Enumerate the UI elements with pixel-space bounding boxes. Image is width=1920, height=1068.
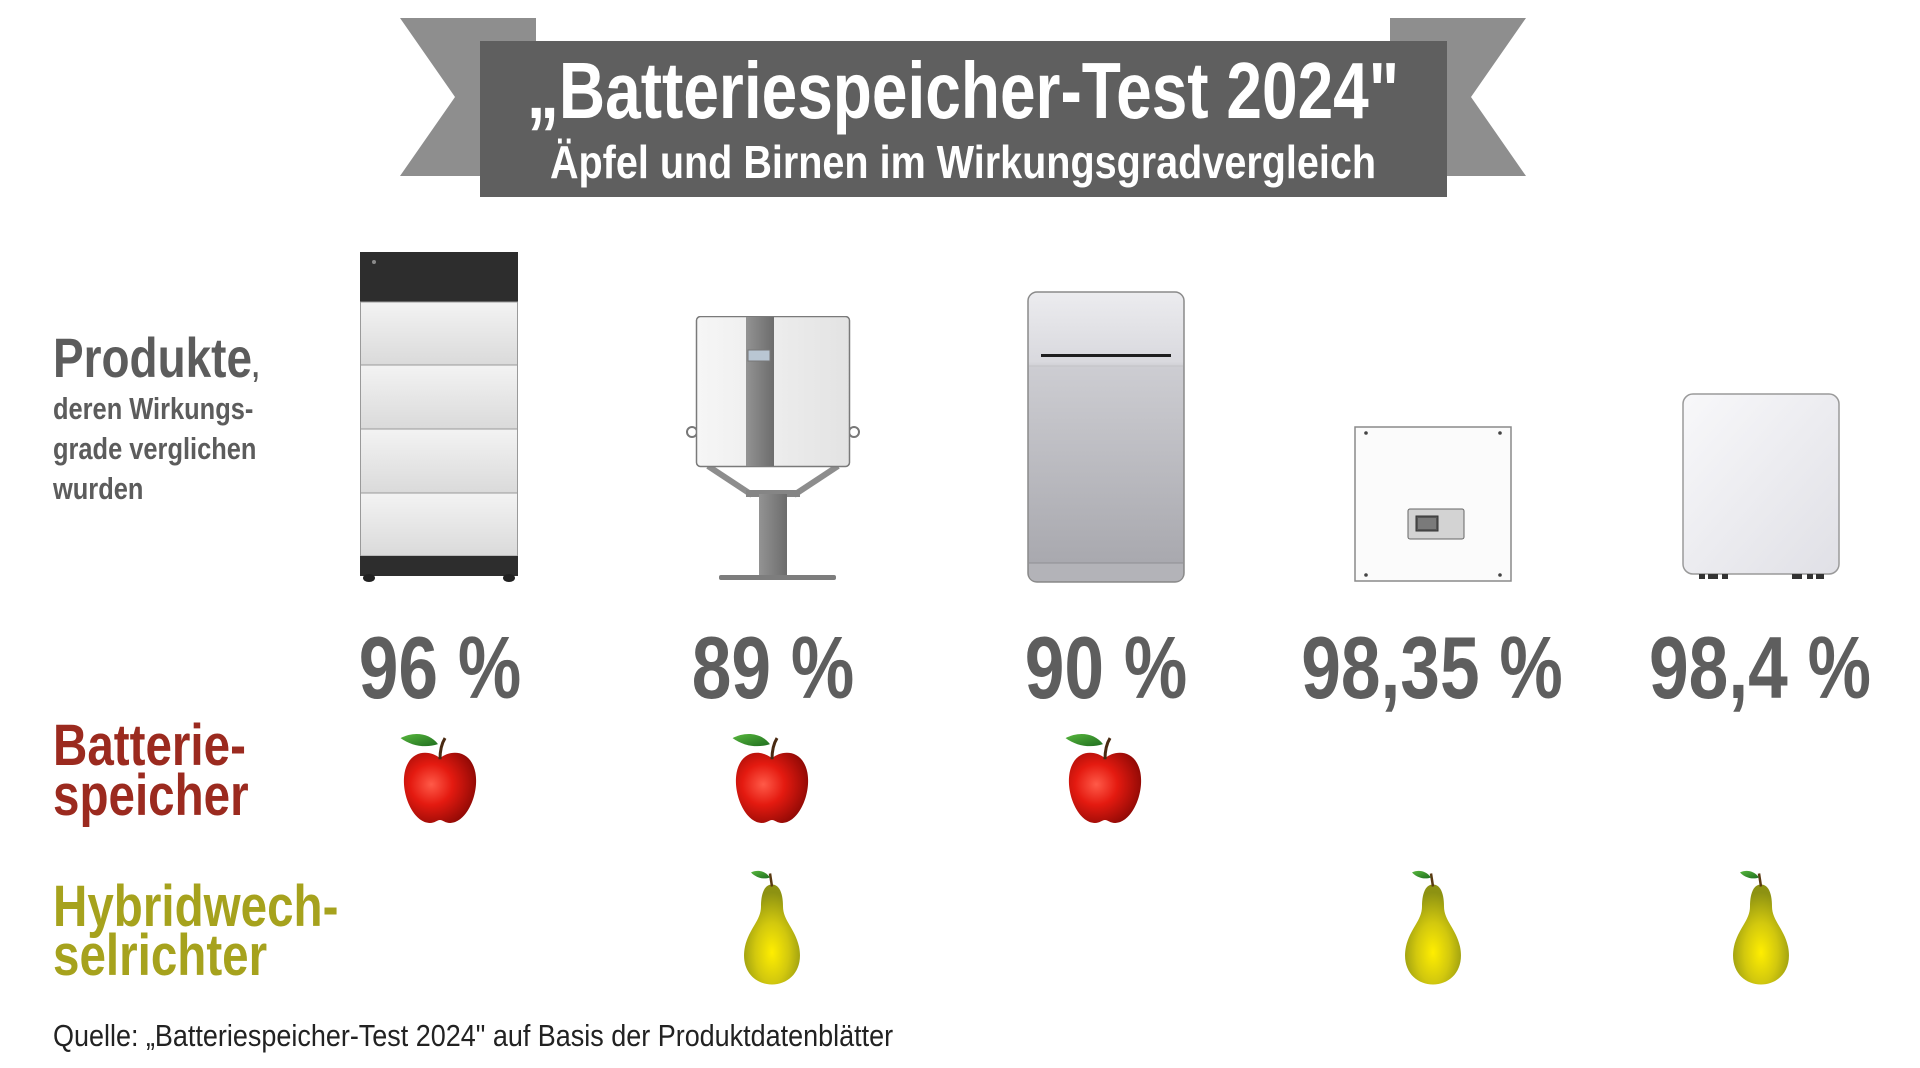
ribbon-banner-shape — [400, 18, 1526, 197]
products-heading: Produkte, — [53, 326, 259, 398]
pear-icon — [1405, 870, 1461, 985]
efficiency-value: 90 % — [1024, 618, 1188, 717]
apple-icon — [732, 733, 809, 823]
products-heading-text: Produkte — [53, 326, 253, 389]
source-note: Quelle: „Batteriespeicher-Test 2024" auf… — [53, 1018, 894, 1053]
battery-storage-label-line: speicher — [53, 763, 249, 828]
battery-storage-label: Batterie- speicher — [53, 713, 249, 828]
efficiency-value: 89 % — [691, 618, 855, 717]
products-description-line: wurden — [53, 471, 144, 506]
square-inverter-icon — [1354, 426, 1512, 582]
products-heading-comma: , — [252, 348, 260, 384]
pear-icon — [744, 870, 800, 985]
efficiency-value: 98,4 % — [1649, 618, 1871, 717]
apple-icon — [1065, 733, 1142, 823]
rounded-inverter-icon — [1682, 393, 1840, 579]
page-title: „Batteriespeicher-Test 2024" — [526, 46, 1400, 135]
efficiency-value: 98,35 % — [1301, 618, 1563, 717]
pear-icon — [1733, 870, 1789, 985]
products-description-line: grade verglichen — [53, 431, 257, 466]
apple-icon — [400, 733, 477, 823]
products-description: deren Wirkungs- grade verglichen wurden — [53, 389, 256, 509]
hybrid-inverter-label-line: selrichter — [53, 923, 268, 988]
efficiency-value: 96 % — [358, 618, 522, 717]
products-description-line: deren Wirkungs- — [53, 391, 254, 426]
page-subtitle: Äpfel und Birnen im Wirkungsgradvergleic… — [549, 136, 1377, 188]
battery-tower-icon — [360, 252, 518, 582]
battery-storage-label-line: Batterie- — [53, 713, 246, 778]
hybrid-inverter-label: Hybridwech- selrichter — [53, 874, 339, 988]
inverter-on-stand-icon — [686, 316, 860, 580]
hybrid-inverter-label-line: Hybridwech- — [53, 874, 339, 939]
storage-cabinet-icon — [1027, 291, 1185, 583]
